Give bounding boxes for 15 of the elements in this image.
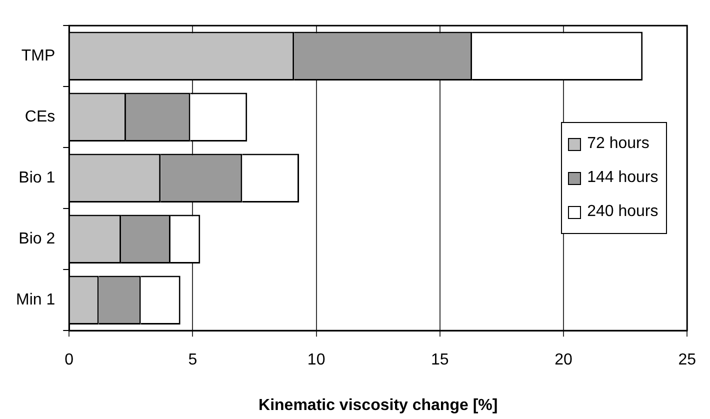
x-tick-label: 25 (678, 352, 696, 369)
y-tick-label: Bio 2 (18, 230, 56, 248)
x-tick-label: 10 (307, 352, 326, 369)
legend-label: 72 hours (587, 135, 650, 154)
x-tick-label: 15 (431, 352, 449, 369)
legend-label: 144 hours (587, 169, 658, 188)
y-tick-label: Bio 1 (18, 170, 56, 187)
x-axis-title: Kinematic viscosity change [%] (258, 396, 498, 414)
y-tick-label: Min 1 (16, 292, 56, 309)
x-tick-label: 5 (188, 352, 198, 369)
x-tick-label: 0 (64, 352, 74, 369)
x-tick-label: 20 (554, 352, 573, 369)
y-tick-label: CEs (24, 108, 56, 126)
y-tick-label: TMP (21, 48, 56, 65)
text: 240 hours (587, 203, 658, 222)
